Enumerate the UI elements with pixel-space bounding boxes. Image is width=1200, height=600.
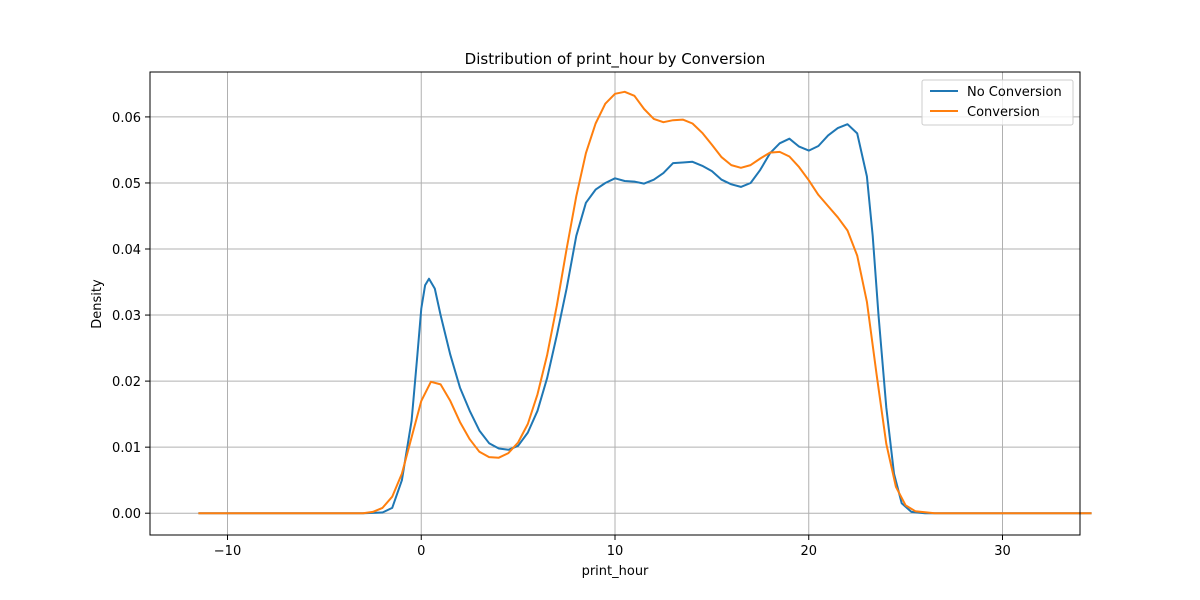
x-tick-label: −10 [214, 544, 241, 559]
y-tick-label: 0.02 [112, 375, 141, 390]
y-tick-label: 0.04 [112, 243, 141, 258]
y-tick-label: 0.01 [112, 441, 141, 456]
y-tick-label: 0.00 [112, 507, 141, 522]
legend-label-no-conversion: No Conversion [967, 85, 1062, 100]
series-line-conversion [198, 90, 1092, 515]
chart-title: Distribution of print_hour by Conversion [465, 50, 766, 69]
x-tick-label: 10 [607, 544, 624, 559]
y-tick-label: 0.03 [112, 309, 141, 324]
x-tick-label: 0 [417, 544, 425, 559]
x-axis-ticks: −10 0 10 20 30 [214, 535, 1011, 559]
grid-lines [150, 72, 1080, 535]
x-tick-label: 30 [994, 544, 1011, 559]
y-axis-label: Density [90, 279, 105, 329]
legend: No Conversion Conversion [921, 79, 1074, 126]
series-lines [198, 90, 1092, 515]
series-line-no-conversion [198, 123, 1092, 515]
legend-box [921, 79, 1074, 126]
legend-label-conversion: Conversion [967, 105, 1040, 120]
y-axis-ticks: 0.00 0.01 0.02 0.03 0.04 0.05 0.06 [112, 111, 150, 522]
y-tick-label: 0.05 [112, 177, 141, 192]
y-tick-label: 0.06 [112, 111, 141, 126]
x-axis-label: print_hour [582, 564, 649, 579]
x-tick-label: 20 [800, 544, 817, 559]
